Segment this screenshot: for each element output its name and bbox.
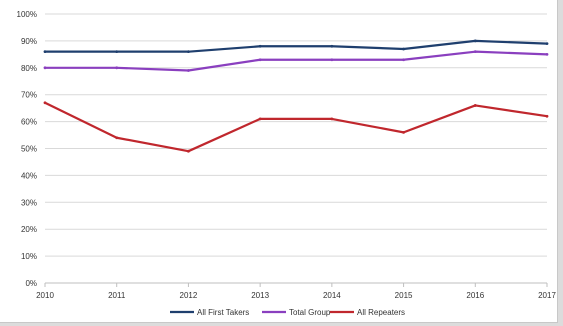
series-lines [43,39,549,153]
data-point [402,58,405,62]
y-tick-label: 10% [21,252,37,261]
x-axis: 2010 2011 2012 2013 2014 2015 2016 2017 [36,282,556,300]
y-tick-label: 50% [21,145,37,154]
series-line-0 [45,39,548,53]
x-tick-label: 2011 [108,291,126,300]
data-point [330,117,334,121]
data-point [115,136,119,140]
y-axis-tick-labels: 0% 10% 20% 30% 40% 50% 60% 70% 80% 90% 100% [17,10,37,288]
y-tick-label: 0% [25,279,37,288]
data-point [473,104,477,107]
x-tick-label: 2017 [538,291,556,300]
data-point [402,130,405,134]
y-tick-label: 20% [21,225,37,234]
series-line-2 [44,101,548,153]
data-point [43,101,47,105]
y-tick-label: 80% [21,64,37,73]
data-point [187,50,190,54]
data-point [43,66,47,70]
y-tick-label: 100% [17,10,37,19]
data-point [330,58,334,62]
y-tick-label: 90% [21,37,37,46]
y-tick-label: 30% [21,198,37,207]
y-tick-label: 60% [21,118,37,127]
data-point [402,47,405,51]
data-point [258,44,262,48]
data-point [473,50,477,54]
legend: All First Takers Total Group All Repeaters [170,308,405,317]
x-tick-label: 2016 [466,291,484,300]
data-point [545,114,549,118]
data-point [258,58,262,62]
data-point [43,50,47,54]
legend-label: All Repeaters [357,308,405,317]
x-tick-label: 2013 [251,291,269,300]
x-tick-label: 2014 [323,291,341,300]
legend-label: Total Group [289,308,331,317]
data-point [473,39,477,43]
x-tick-label: 2012 [180,291,198,300]
data-point [330,44,334,48]
data-point [187,149,190,153]
x-tick-label: 2010 [36,291,54,300]
legend-label: All First Takers [197,308,249,317]
data-point [187,69,190,72]
data-point [115,50,119,54]
grid-lines [45,13,547,284]
y-tick-label: 40% [21,171,37,180]
data-point [115,66,119,70]
x-tick-label: 2015 [395,291,413,300]
data-point [258,117,262,121]
data-point [545,42,549,45]
series-line-1 [45,50,548,72]
y-tick-label: 70% [21,91,37,100]
data-point [545,52,549,56]
line-chart: 0%10%20%30%40%50%60%70%80%90%100% 2010 20… [17,10,557,317]
